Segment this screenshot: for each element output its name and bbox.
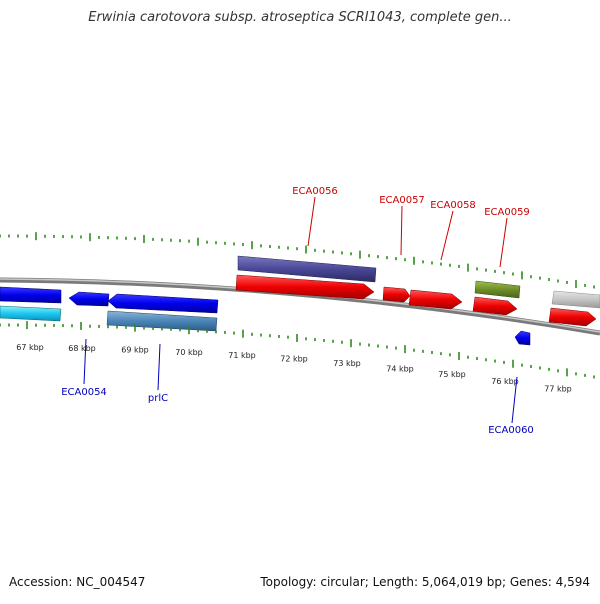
kbp-scale-label: 68 kbp	[68, 344, 96, 353]
label-prlC[interactable]: prlC	[148, 393, 168, 404]
gene-red-partial-arrow[interactable]	[548, 307, 597, 327]
gene-feature-purple[interactable]	[237, 255, 377, 283]
kbp-scale-label: 76 kbp	[491, 377, 519, 386]
leader-line-ECA0058	[440, 210, 454, 261]
kbp-scale-label: 73 kbp	[333, 359, 361, 368]
gene-ECA0058-arrow[interactable]	[408, 289, 463, 310]
leader-line-ECA0056	[307, 196, 316, 247]
label-ECA0060[interactable]: ECA0060	[488, 425, 534, 436]
reverse-tick-track	[0, 321, 595, 379]
kbp-scale-label: 75 kbp	[438, 370, 466, 379]
map-title: Erwinia carotovora subsp. atroseptica SC…	[88, 10, 512, 25]
gene-feature-cyan[interactable]	[0, 305, 62, 322]
label-ECA0057[interactable]: ECA0057	[379, 195, 425, 206]
kbp-scale-label: 77 kbp	[544, 385, 572, 394]
gene-ECA0057-arrow[interactable]	[382, 286, 411, 303]
leader-line-ECA0054	[83, 338, 87, 385]
label-ECA0054[interactable]: ECA0054	[61, 387, 107, 398]
reverse-gene-labels: ECA0054 prlC ECA0060	[61, 338, 534, 436]
forward-tick-track	[0, 232, 595, 289]
leader-line-ECA0059	[499, 217, 508, 268]
kbp-scale: 67 kbp 68 kbp 69 kbp 70 kbp 71 kbp 72 kbp 73 k…	[16, 343, 572, 393]
kbp-scale-label: 67 kbp	[16, 343, 44, 352]
gene-feature-grey[interactable]	[551, 290, 600, 309]
gene-blue-left-arrow[interactable]	[0, 286, 62, 304]
label-ECA0056[interactable]: ECA0056	[292, 186, 338, 197]
gene-ECA0059-arrow[interactable]	[472, 296, 518, 316]
gene-ECA0056-arrow[interactable]	[235, 274, 375, 300]
gene-ECA0060-arrow[interactable]	[514, 330, 531, 346]
gene-prlC-arrow[interactable]	[107, 293, 219, 314]
kbp-scale-label: 71 kbp	[228, 351, 256, 360]
label-ECA0058[interactable]: ECA0058	[430, 200, 476, 211]
kbp-scale-label: 70 kbp	[175, 348, 203, 357]
gene-feature-olive[interactable]	[474, 280, 521, 299]
genome-summary-text: Topology: circular; Length: 5,064,019 bp…	[260, 575, 590, 589]
kbp-scale-label: 74 kbp	[386, 364, 414, 373]
leader-line-prlC	[157, 343, 161, 391]
kbp-scale-label: 69 kbp	[121, 345, 149, 354]
accession-text: Accession: NC_004547	[9, 575, 146, 589]
gene-ECA0054-arrow[interactable]	[68, 291, 110, 307]
kbp-scale-label: 72 kbp	[280, 355, 308, 364]
leader-line-ECA0057	[400, 205, 403, 256]
leader-line-ECA0060	[511, 376, 518, 424]
label-ECA0059[interactable]: ECA0059	[484, 207, 530, 218]
forward-gene-labels: ECA0056 ECA0057 ECA0058 ECA0059	[292, 186, 530, 268]
